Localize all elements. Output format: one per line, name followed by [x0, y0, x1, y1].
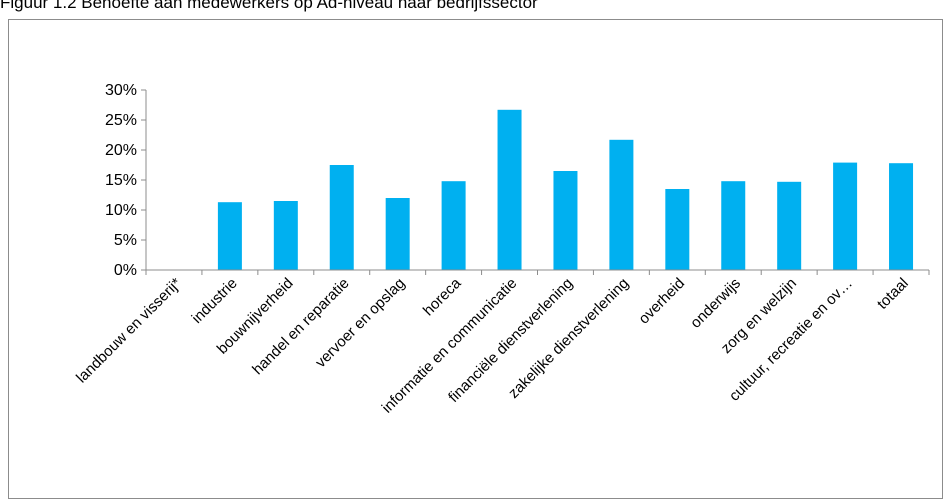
x-category-label: onderwijs	[687, 275, 744, 332]
x-category-label: totaal	[874, 275, 912, 313]
chart-frame: 0% 5% 10% 15% 20% 25% 30% landbouw en visserij…	[8, 19, 943, 499]
bar	[833, 162, 858, 270]
bar	[609, 139, 634, 270]
bars	[217, 109, 914, 270]
bar	[217, 202, 242, 270]
bar	[721, 181, 746, 270]
y-tick-label: 20%	[105, 142, 137, 159]
bar	[385, 198, 410, 270]
x-category-label: horeca	[420, 274, 465, 319]
y-tick-label: 25%	[105, 112, 137, 129]
bar-chart: 0% 5% 10% 15% 20% 25% 30% landbouw en visserij…	[73, 82, 930, 417]
y-tick-label: 15%	[105, 172, 137, 189]
x-axis: landbouw en visserij* industriebouwnijver…	[73, 269, 930, 417]
y-tick-label: 5%	[114, 232, 137, 249]
y-tick-label: 0%	[114, 262, 137, 279]
bar	[441, 181, 466, 270]
x-category-label: overheid	[635, 275, 688, 328]
bar	[777, 181, 802, 270]
bar	[273, 201, 298, 270]
x-category-label: handel en reparatie	[249, 275, 352, 378]
y-axis: 0% 5% 10% 15% 20% 25% 30%	[105, 82, 147, 279]
figure-title: Figuur 1.2 Behoefte aan medewerkers op A…	[0, 0, 538, 12]
x-category-label: industrie	[189, 275, 241, 327]
bar	[329, 165, 354, 270]
y-tick-label: 10%	[105, 202, 137, 219]
y-tick-label: 30%	[105, 82, 137, 99]
bar	[497, 109, 522, 270]
bar	[553, 171, 578, 270]
bar	[665, 189, 690, 270]
x-category-label: landbouw en visserij*	[73, 275, 185, 387]
bar	[889, 163, 914, 270]
